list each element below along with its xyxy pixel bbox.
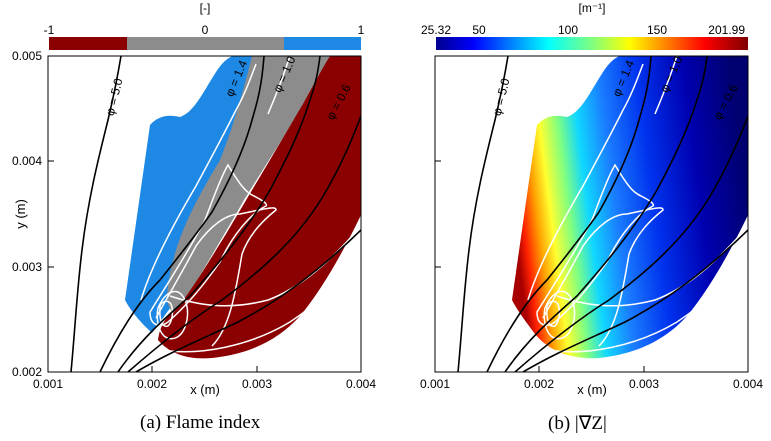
colorbar-b-gradient (436, 37, 748, 50)
x-tick-a-3: 0.004 (346, 377, 376, 391)
plot-frame-a (47, 55, 362, 373)
x-label-b: x (m) (577, 382, 607, 397)
colorbar-b-tick-2: 100 (558, 23, 578, 37)
panel-a: [-] -1 0 1 (12, 1, 376, 397)
x-tick-b-0: 0.001 (420, 377, 450, 391)
colorbar-a-tick-mid: 0 (202, 23, 209, 37)
y-label-a: y (m) (13, 199, 28, 229)
x-label-a: x (m) (190, 382, 220, 397)
colorbar-b-tick-0: 25.32 (421, 23, 451, 37)
y-tick-a-0: 0.002 (12, 365, 42, 379)
x-tick-a-0: 0.001 (33, 377, 63, 391)
plot-frame-b (434, 55, 749, 373)
colorbar-a-swatch-pos (284, 37, 361, 50)
ticks-b (434, 55, 749, 373)
colorbar-b: [m⁻¹] 25.32 50 100 150 201.99 (421, 1, 748, 50)
white-contours-b (527, 56, 748, 353)
y-tick-a-2: 0.004 (12, 154, 42, 168)
colorbar-a-swatch-neg (49, 37, 127, 50)
x-tick-b-3: 0.004 (733, 377, 763, 391)
colorbar-a-unit: [-] (200, 1, 211, 15)
colorbar-b-unit: [m⁻¹] (579, 1, 606, 15)
colorbar-b-tick-3: 150 (647, 23, 667, 37)
x-tick-a-1: 0.002 (137, 377, 167, 391)
phi-label-5: φ = 5.0 (103, 77, 126, 118)
phi-contours (70, 56, 361, 372)
panel-b: [m⁻¹] 25.32 50 100 150 201.99 (420, 1, 763, 397)
colorbar-a-tick-max: 1 (358, 23, 365, 37)
colorbar-b-tick-4: 201.99 (708, 23, 745, 37)
y-tick-a-3: 0.005 (12, 49, 42, 63)
colorbar-a: [-] -1 0 1 (44, 1, 365, 50)
colorbar-a-swatch-zero (127, 37, 284, 50)
region-zero (167, 56, 330, 314)
field-b: φ = 5.0 φ = 1.4 φ = 1.0 φ = 0.6 (457, 56, 748, 372)
x-tick-a-2: 0.003 (242, 377, 272, 391)
gradient-field (512, 56, 748, 359)
phi-label-b-5: φ = 5.0 (490, 77, 513, 118)
caption-a: (a) Flame index (140, 412, 261, 433)
x-tick-b-1: 0.002 (524, 377, 554, 391)
phi-contours-b (457, 56, 748, 372)
colorbar-b-tick-1: 50 (472, 23, 486, 37)
field-a: φ = 5.0 φ = 1.4 φ = 1.0 φ = 0.6 (70, 56, 361, 372)
ticks-a (47, 55, 362, 373)
x-tick-b-2: 0.003 (629, 377, 659, 391)
y-tick-a-1: 0.003 (12, 260, 42, 274)
region-pos (125, 56, 260, 333)
colorbar-a-tick-min: -1 (44, 23, 55, 37)
caption-b: (b) |∇Z| (548, 413, 607, 434)
